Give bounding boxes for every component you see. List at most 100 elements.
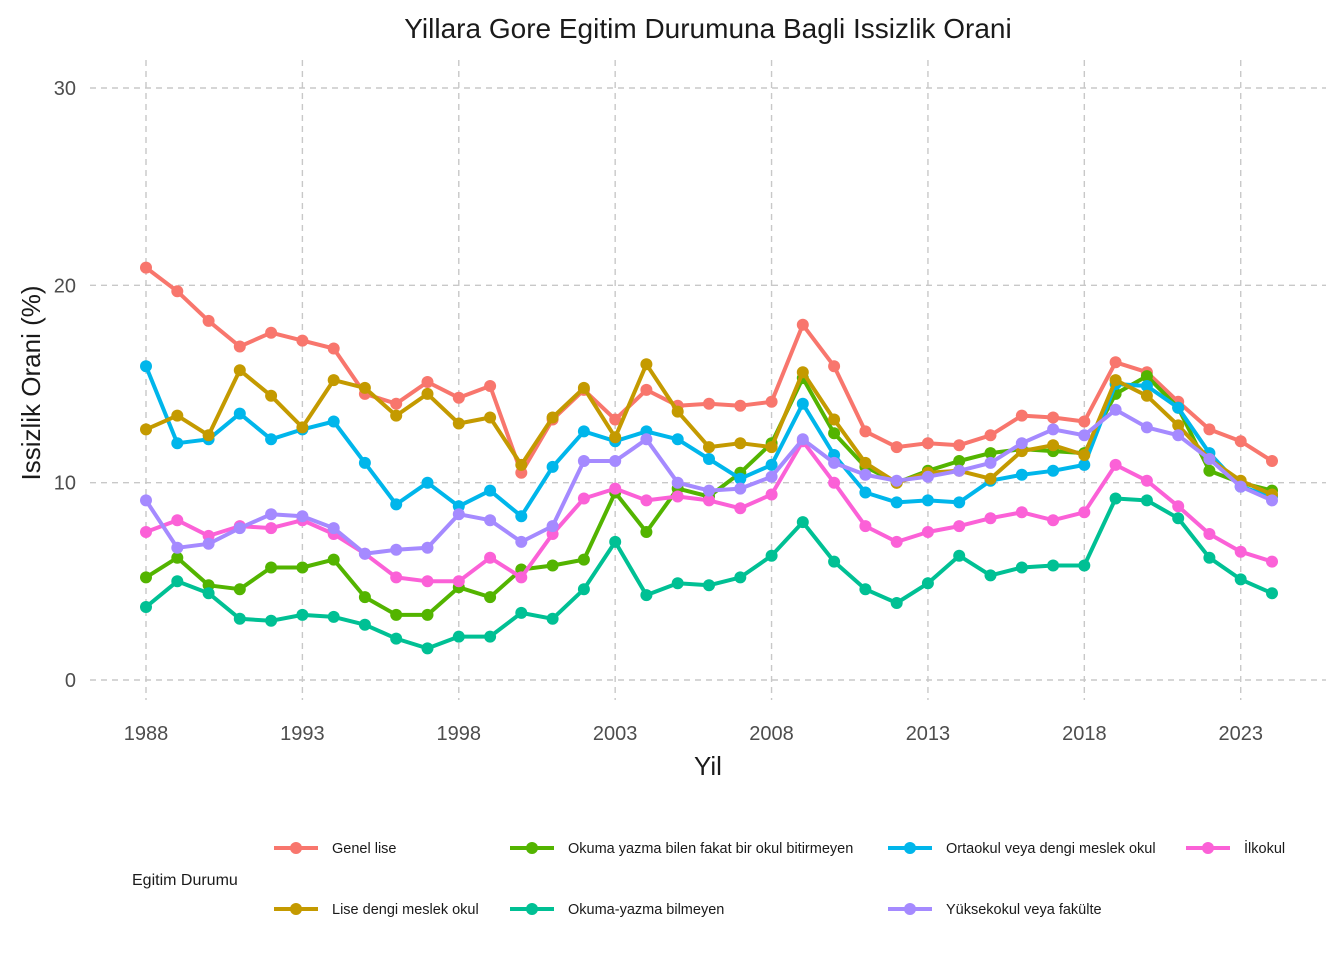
data-point <box>1266 494 1278 507</box>
data-point <box>796 318 809 331</box>
data-point <box>296 510 309 523</box>
data-point <box>140 261 152 274</box>
data-point <box>984 429 997 442</box>
data-point <box>327 342 340 355</box>
series-group <box>140 403 1278 560</box>
data-point <box>1109 374 1122 387</box>
data-point <box>828 476 841 489</box>
data-point <box>1015 561 1028 574</box>
x-tick-label: 2018 <box>1062 723 1107 745</box>
data-point <box>1047 559 1060 572</box>
data-point <box>859 520 872 533</box>
data-point <box>265 522 278 535</box>
data-point <box>671 476 684 489</box>
data-point <box>765 395 778 408</box>
data-point <box>953 455 966 467</box>
data-point <box>1047 423 1060 436</box>
data-point <box>140 360 152 373</box>
data-point <box>1140 474 1153 487</box>
data-point <box>421 541 434 554</box>
data-point <box>390 632 403 645</box>
data-point <box>390 571 403 584</box>
data-point <box>358 591 371 604</box>
data-point <box>515 606 528 619</box>
data-point <box>703 494 715 507</box>
data-point <box>421 608 434 621</box>
data-point <box>515 535 528 548</box>
y-tick-label: 10 <box>54 473 76 495</box>
x-tick-label: 2013 <box>906 723 951 745</box>
data-point <box>734 437 747 450</box>
data-point <box>828 427 841 440</box>
data-point <box>1234 573 1247 586</box>
data-point <box>140 423 152 436</box>
data-point <box>796 516 809 529</box>
legend: Egitim Durumu Genel lise Okuma yazma bile… <box>132 839 1285 918</box>
legend-label: Okuma-yazma bilmeyen <box>568 902 724 918</box>
data-point <box>703 397 715 410</box>
data-point <box>421 387 434 400</box>
data-point <box>577 492 590 505</box>
data-point <box>1078 415 1091 428</box>
data-point <box>171 409 184 422</box>
legend-label: Lise dengi meslek okul <box>332 902 479 918</box>
data-point <box>202 429 215 442</box>
data-point <box>640 383 653 396</box>
data-point <box>140 526 152 538</box>
data-point <box>1109 356 1122 369</box>
data-point <box>390 397 403 410</box>
data-point <box>984 447 997 460</box>
data-point <box>1109 403 1122 416</box>
data-point <box>1172 500 1185 513</box>
legend-label: Okuma yazma bilen fakat bir okul bitirme… <box>568 841 853 857</box>
grid-lines <box>90 60 1326 700</box>
data-point <box>202 314 215 327</box>
data-point <box>171 437 184 450</box>
x-tick-label: 2003 <box>593 723 638 745</box>
legend-item: Genel lise <box>274 841 396 857</box>
data-point <box>609 535 622 548</box>
data-point <box>484 411 497 424</box>
legend-item: Ortaokul veya dengi meslek okul <box>888 841 1156 857</box>
data-point <box>484 514 497 527</box>
data-point <box>1234 545 1247 558</box>
data-point <box>953 496 966 509</box>
data-point <box>358 547 371 560</box>
data-point <box>953 464 966 477</box>
data-point <box>1172 512 1185 525</box>
data-point <box>859 425 872 438</box>
data-point <box>1078 429 1091 442</box>
data-point <box>233 612 246 625</box>
data-point <box>515 510 528 523</box>
data-point <box>577 553 590 566</box>
data-point <box>1078 458 1091 471</box>
legend-key-point <box>526 903 538 915</box>
data-point <box>921 494 934 507</box>
legend-key-point <box>904 903 916 915</box>
data-point <box>358 618 371 631</box>
data-point <box>1140 494 1153 507</box>
data-point <box>796 397 809 410</box>
data-point <box>171 541 184 554</box>
data-point <box>171 514 184 527</box>
legend-label: Ortaokul veya dengi meslek okul <box>946 841 1156 857</box>
data-point <box>171 575 184 588</box>
data-point <box>171 551 184 564</box>
data-point <box>1140 370 1153 383</box>
data-point <box>828 413 841 426</box>
data-point <box>1015 409 1028 422</box>
data-point <box>327 522 340 535</box>
data-point <box>953 549 966 562</box>
data-point <box>1140 421 1153 434</box>
data-point <box>609 455 622 467</box>
data-point <box>890 597 903 609</box>
data-point <box>265 389 278 402</box>
data-point <box>953 439 966 452</box>
data-point <box>1203 551 1216 564</box>
data-point <box>390 543 403 556</box>
legend-label: Genel lise <box>332 841 396 857</box>
legend-item: Yüksekokul veya fakülte <box>888 902 1102 918</box>
data-point <box>265 433 278 446</box>
y-axis-title: Issizlik Orani (%) <box>16 285 46 480</box>
